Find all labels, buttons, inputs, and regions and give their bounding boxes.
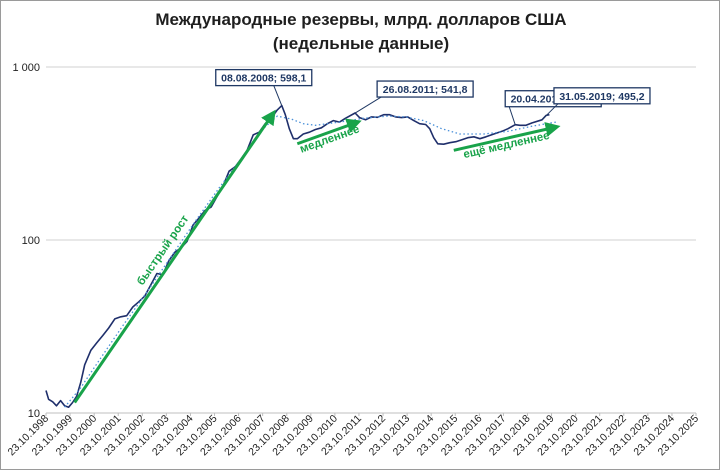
trend-line — [64, 115, 557, 408]
trend-arrow — [296, 118, 362, 146]
callout-leader — [354, 96, 382, 114]
y-tick-label: 10 — [28, 408, 40, 420]
chart-title: Международные резервы, млрд. долларов СШ… — [155, 10, 567, 29]
reserves-line — [45, 104, 550, 408]
trend-arrow — [453, 122, 561, 152]
callout-box — [215, 68, 313, 87]
callout-label: 31.05.2019; 495,2 — [559, 91, 644, 103]
callout-box — [553, 87, 651, 105]
callout-leader — [508, 106, 516, 125]
callout-label: 08.08.2008; 598,1 — [221, 73, 306, 85]
trend-arrow — [73, 109, 276, 404]
trend-annotation-label: быстрый рост — [135, 213, 192, 288]
chart-subtitle: (недельные данные) — [272, 34, 450, 53]
y-tick-label: 1 000 — [12, 62, 40, 74]
callout-box — [376, 80, 474, 98]
y-tick-label: 100 — [22, 235, 40, 247]
callout-leader — [541, 103, 559, 121]
callout-label: 26.08.2011; 541,8 — [383, 84, 468, 96]
callout-leader — [273, 85, 283, 106]
